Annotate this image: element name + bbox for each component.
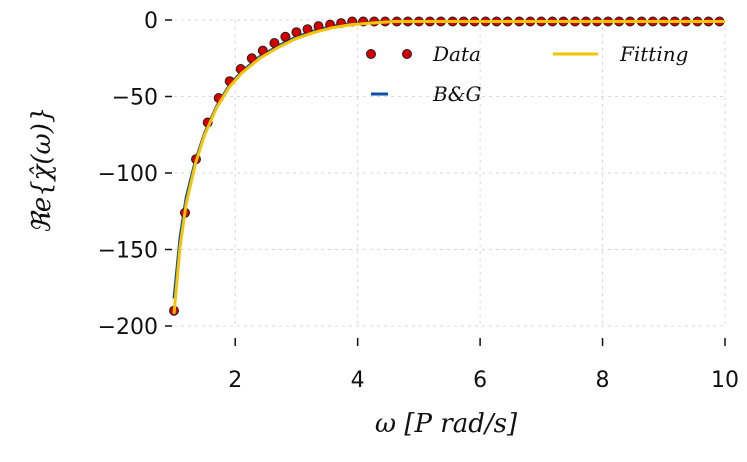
x-tick-label: 10 bbox=[711, 368, 739, 393]
legend-label-fitting: Fitting bbox=[619, 42, 688, 66]
x-axis-label: ω [P rad/s] bbox=[375, 409, 518, 439]
legend-marker-data bbox=[366, 49, 376, 59]
legend-entry-data: Data bbox=[366, 42, 481, 66]
x-axis: 2 4 6 8 10 bbox=[228, 338, 739, 393]
series-line-fitting bbox=[172, 20, 725, 314]
y-tick-label: −200 bbox=[98, 315, 158, 340]
legend-label-data: Data bbox=[432, 42, 481, 66]
y-tick-label: −50 bbox=[112, 86, 158, 111]
legend: Data Fitting B&G bbox=[366, 42, 688, 106]
y-axis: 0 −50 −100 −150 −200 bbox=[98, 9, 172, 340]
y-tick-label: −150 bbox=[98, 239, 158, 264]
legend-entry-fitting: Fitting bbox=[553, 42, 688, 66]
grid-lines bbox=[174, 19, 726, 327]
x-tick-label: 6 bbox=[473, 368, 487, 393]
data-point bbox=[280, 31, 291, 42]
data-point bbox=[269, 38, 280, 48]
legend-entry-bg: B&G bbox=[371, 82, 482, 106]
data-point bbox=[246, 53, 257, 64]
x-tick-label: 2 bbox=[228, 368, 242, 393]
y-tick-label: −100 bbox=[98, 162, 158, 187]
legend-marker-data bbox=[402, 49, 412, 59]
y-axis-label: ℜe{χ̂(ω)} bbox=[27, 107, 57, 234]
y-tick-label: 0 bbox=[144, 9, 158, 34]
legend-label-bg: B&G bbox=[432, 82, 482, 106]
x-tick-label: 4 bbox=[351, 368, 365, 393]
plot-area bbox=[169, 16, 725, 316]
x-tick-label: 8 bbox=[596, 368, 610, 393]
data-point bbox=[291, 27, 302, 38]
